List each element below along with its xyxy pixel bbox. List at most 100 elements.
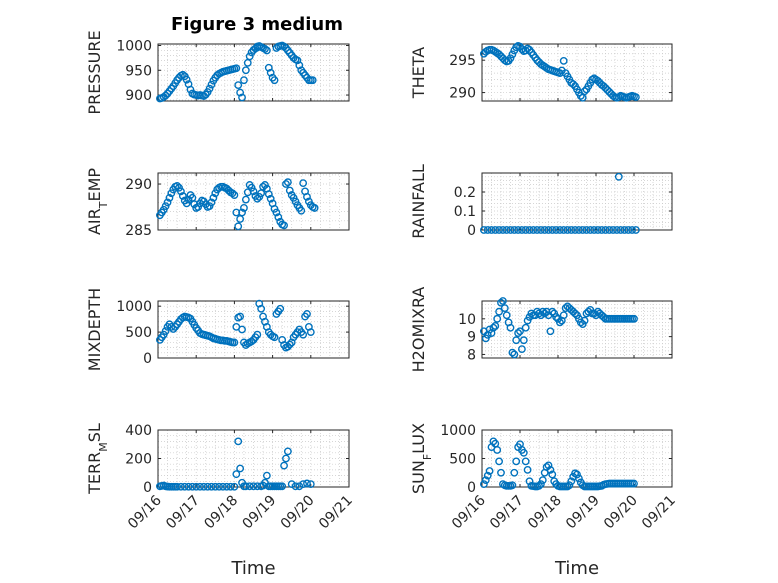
y-tick-label: 400 [125, 423, 152, 439]
data-point [240, 204, 248, 212]
data-point [282, 180, 290, 188]
data-point [266, 68, 275, 77]
data-point [630, 314, 638, 323]
x-tick-label: 09/17 [163, 493, 203, 533]
data-point [283, 447, 292, 456]
y-axis-label: MIXDEPTH [85, 288, 104, 371]
data-point [247, 337, 256, 346]
data-point [291, 482, 300, 491]
y-tick-label: 8 [467, 347, 476, 363]
axes-box [157, 300, 350, 359]
data-point [205, 84, 214, 93]
data-point [546, 327, 555, 336]
data-point [238, 93, 246, 102]
data-point [228, 189, 237, 198]
data-point [552, 313, 560, 321]
panel-airtemp: 285 290 AIRTEMP [85, 168, 350, 239]
panel-sunflux: 0 500 1000 SUNFLUX 09/1609/1709/1809/1909/20… [409, 423, 679, 579]
data-point [597, 226, 606, 234]
data-point [287, 480, 296, 489]
x-tick-label: 09/20 [278, 493, 318, 533]
data-point [487, 226, 496, 234]
data-point [510, 350, 519, 359]
data-point [163, 198, 172, 207]
data-point [182, 75, 191, 84]
data-point [479, 226, 488, 234]
data-point [519, 448, 528, 457]
data-point [609, 226, 617, 234]
data-point [241, 66, 250, 75]
data-point [173, 482, 182, 491]
data-point [241, 482, 250, 491]
data-point [188, 482, 197, 491]
data-point [514, 226, 522, 234]
panel-pressure: 900 950 1000 PRESSURE [85, 30, 350, 115]
data-point [489, 323, 498, 332]
data-point [559, 56, 568, 65]
data-point [500, 304, 509, 313]
data-point [502, 311, 511, 320]
data-point [540, 309, 549, 318]
y-tick-label: 1000 [116, 38, 152, 54]
y-tick-label: 290 [449, 86, 476, 102]
data-point [295, 61, 304, 70]
data-point [576, 318, 585, 327]
data-point [575, 226, 583, 234]
y-tick-label: 295 [449, 53, 476, 69]
data-point [620, 226, 629, 234]
data-point [498, 226, 507, 234]
data-point [215, 482, 224, 491]
data-point [249, 482, 258, 491]
data-point [203, 482, 212, 491]
data-point [548, 470, 557, 479]
data-point [533, 226, 541, 234]
data-point [285, 186, 294, 195]
y-axis-label: PRESSURE [85, 30, 104, 114]
y-axis-label: AIRTEMP [85, 168, 110, 235]
data-point [169, 325, 178, 333]
data-point [161, 91, 170, 100]
data-point [518, 226, 526, 234]
series-markers [156, 41, 317, 103]
y-tick-label: 0 [143, 351, 152, 367]
y-tick-label: 200 [125, 452, 152, 468]
data-point [508, 481, 517, 490]
panel-rainfall: 0 0.1 0.2 RAINFALL [409, 164, 673, 239]
data-point [173, 181, 182, 190]
x-tick-label: 09/17 [487, 493, 527, 533]
axes-box [481, 43, 673, 102]
y-tick-label: 500 [125, 325, 152, 341]
series-markers [479, 437, 638, 491]
x-axis-label: Time [554, 558, 599, 579]
data-point [491, 226, 500, 234]
data-point [161, 327, 170, 335]
data-point [222, 482, 231, 491]
data-point [234, 222, 243, 231]
data-point [540, 226, 549, 234]
data-point [613, 226, 621, 234]
data-point [299, 480, 308, 489]
data-point [282, 454, 290, 463]
data-point [257, 304, 266, 313]
data-point [582, 226, 591, 234]
data-point [230, 191, 239, 199]
data-point [535, 309, 543, 318]
data-point [485, 467, 494, 475]
grid [157, 300, 350, 359]
data-point [207, 482, 216, 491]
data-point [184, 195, 193, 204]
data-point [630, 479, 638, 488]
data-point [249, 187, 258, 196]
y-tick-label: 290 [125, 177, 152, 193]
y-axis-label: RAINFALL [409, 164, 428, 239]
data-point [236, 312, 245, 321]
axes-box [157, 172, 350, 231]
data-point [270, 76, 279, 85]
data-point [264, 63, 273, 72]
data-point [548, 226, 557, 234]
data-point [481, 476, 490, 485]
panel-h2omixra: 89 10 H2OMIXRA [409, 287, 673, 372]
data-point [177, 482, 185, 491]
data-point [219, 482, 227, 491]
